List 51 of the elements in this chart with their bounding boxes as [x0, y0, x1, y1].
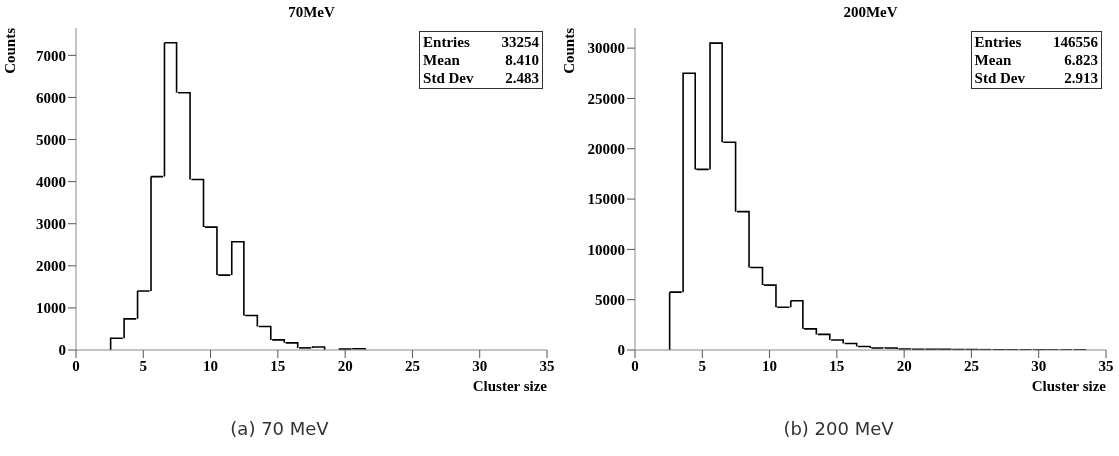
- y-tick-label: 30000: [587, 40, 625, 57]
- x-tick-label: 0: [72, 357, 80, 374]
- x-tick-label: 10: [203, 357, 219, 374]
- annotation: 2.913: [1063, 69, 1098, 87]
- annotation: 33254: [501, 33, 539, 51]
- x-tick-label: 20: [896, 357, 912, 374]
- annotation: Mean: [974, 51, 1013, 69]
- y-tick-label: 6000: [36, 89, 66, 106]
- y-tick-label: 7000: [36, 47, 66, 64]
- y-tick-label: 4000: [36, 173, 66, 190]
- x-tick-label: 20: [337, 357, 353, 374]
- annotation: Mean: [423, 51, 461, 69]
- y-tick-label: 2000: [36, 258, 66, 275]
- x-tick-label: 30: [472, 357, 488, 374]
- annotation: Entries: [974, 33, 1023, 51]
- y-tick-label: 10000: [587, 241, 625, 258]
- x-axis-title: Cluster size: [472, 378, 547, 395]
- y-tick-label: 5000: [595, 292, 625, 309]
- y-tick-label: 0: [58, 342, 66, 359]
- annotation: 6.823: [1063, 51, 1098, 69]
- y-tick-label: 5000: [36, 131, 66, 148]
- annotation: Std Dev: [423, 69, 474, 87]
- annotation: 146556: [1053, 33, 1098, 51]
- x-tick-label: 30: [1031, 357, 1047, 374]
- x-tick-label: 10: [762, 357, 778, 374]
- y-tick-label: 15000: [587, 191, 625, 208]
- x-tick-label: 35: [1098, 357, 1114, 374]
- annotation: 8.410: [504, 51, 539, 69]
- text: (b) 200 MeV: [782, 418, 895, 439]
- x-tick-label: 0: [631, 357, 639, 374]
- y-axis-title: Counts: [561, 28, 578, 74]
- y-tick-label: 1000: [36, 300, 66, 317]
- y-tick-label: 25000: [587, 90, 625, 107]
- chart-title: 200MeV: [842, 4, 899, 21]
- y-tick-label: 0: [617, 342, 625, 359]
- y-tick-label: 3000: [36, 216, 66, 233]
- annotation: Entries: [423, 33, 471, 51]
- annotation: 2.483: [504, 69, 539, 87]
- y-tick-label: 20000: [587, 141, 625, 158]
- x-tick-label: 25: [404, 357, 420, 374]
- x-tick-label: 35: [539, 357, 555, 374]
- x-tick-label: 15: [829, 357, 845, 374]
- y-axis-title: Counts: [2, 28, 19, 74]
- x-tick-label: 5: [698, 357, 707, 374]
- annotation: Std Dev: [974, 69, 1025, 87]
- x-tick-label: 25: [963, 357, 979, 374]
- x-tick-label: 5: [139, 357, 148, 374]
- text: (a) 70 MeV: [229, 418, 330, 439]
- x-tick-label: 15: [270, 357, 286, 374]
- x-axis-title: Cluster size: [1031, 378, 1106, 395]
- chart-title: 70MeV: [287, 4, 336, 21]
